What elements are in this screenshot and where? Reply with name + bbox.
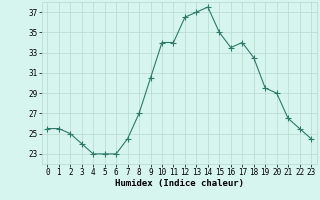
X-axis label: Humidex (Indice chaleur): Humidex (Indice chaleur) [115,179,244,188]
